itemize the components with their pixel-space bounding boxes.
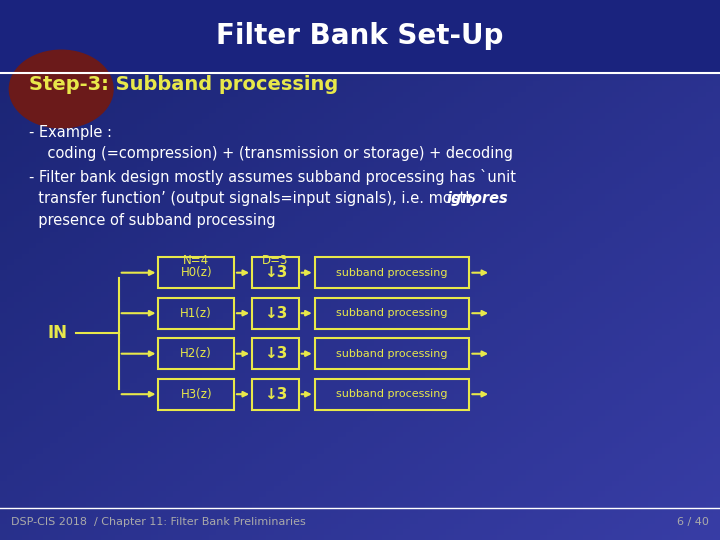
Bar [252, 257, 299, 288]
Text: - Filter bank design mostly assumes subband processing has `unit: - Filter bank design mostly assumes subb… [29, 169, 516, 185]
Bar [315, 257, 469, 288]
Text: DSP-CIS 2018  / Chapter 11: Filter Bank Preliminaries: DSP-CIS 2018 / Chapter 11: Filter Bank P… [11, 517, 305, 527]
Text: ↓3: ↓3 [264, 387, 287, 402]
Text: ↓3: ↓3 [264, 265, 287, 280]
Bar [252, 298, 299, 329]
Bar [0, 0, 720, 73]
Text: ↓3: ↓3 [264, 346, 287, 361]
Bar [158, 257, 234, 288]
Text: H3(z): H3(z) [181, 388, 212, 401]
Text: H2(z): H2(z) [180, 347, 212, 360]
Text: H0(z): H0(z) [181, 266, 212, 279]
Text: subband processing: subband processing [336, 349, 448, 359]
Text: - Example :: - Example : [29, 125, 112, 140]
Bar [158, 338, 234, 369]
Bar [252, 338, 299, 369]
Text: ignores: ignores [446, 191, 508, 206]
Text: presence of subband processing: presence of subband processing [29, 213, 276, 228]
Text: D=3: D=3 [262, 254, 289, 267]
Bar [315, 379, 469, 410]
Text: subband processing: subband processing [336, 268, 448, 278]
Bar [315, 338, 469, 369]
Circle shape [9, 50, 113, 128]
Text: coding (=compression) + (transmission or storage) + decoding: coding (=compression) + (transmission or… [29, 146, 513, 161]
Text: transfer function’ (output signals=input signals), i.e. mostly: transfer function’ (output signals=input… [29, 191, 482, 206]
Text: subband processing: subband processing [336, 389, 448, 399]
Text: Step-3: Subband processing: Step-3: Subband processing [29, 75, 338, 94]
Text: N=4: N=4 [183, 254, 210, 267]
Bar [158, 298, 234, 329]
Text: H1(z): H1(z) [180, 307, 212, 320]
Text: subband processing: subband processing [336, 308, 448, 318]
Text: Filter Bank Set-Up: Filter Bank Set-Up [216, 23, 504, 50]
Bar [158, 379, 234, 410]
Text: ↓3: ↓3 [264, 306, 287, 321]
Bar [252, 379, 299, 410]
Text: 6 / 40: 6 / 40 [678, 517, 709, 527]
Text: IN: IN [48, 325, 68, 342]
Bar [315, 298, 469, 329]
